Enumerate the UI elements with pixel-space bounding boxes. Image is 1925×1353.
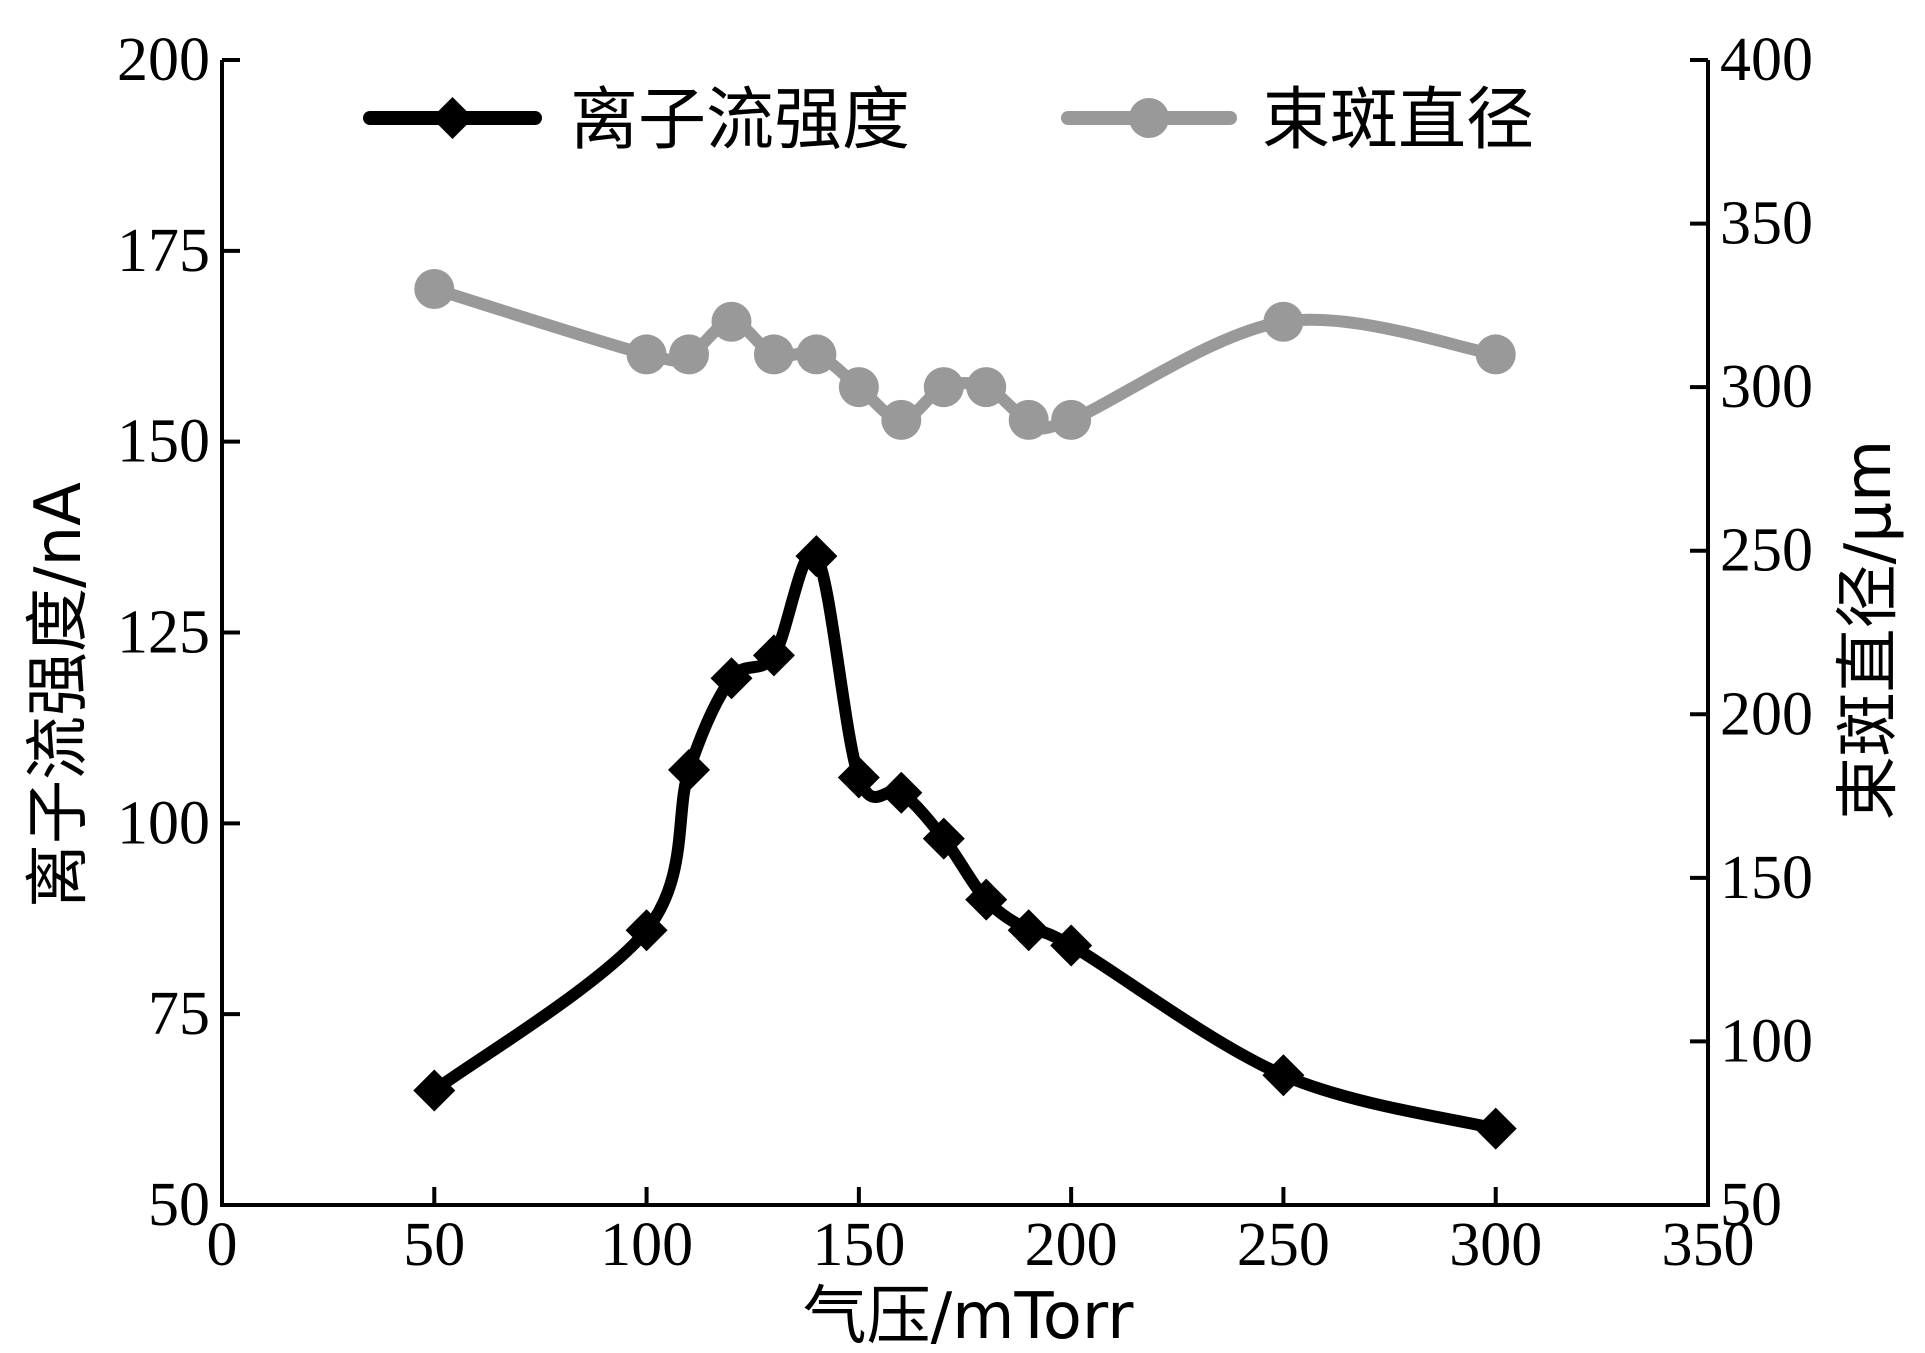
data-point xyxy=(711,301,752,342)
data-point xyxy=(626,334,667,375)
left-y-tick-label: 125 xyxy=(117,599,210,667)
legend-label: 离子流强度 xyxy=(570,81,910,160)
data-point xyxy=(795,535,838,578)
right-y-tick-label: 350 xyxy=(1720,190,1813,258)
data-point xyxy=(1051,399,1092,440)
left-y-axis-ticks: 50 75 100 125 150 175 200 xyxy=(117,26,240,1239)
x-tick-label: 100 xyxy=(600,1211,693,1279)
data-point xyxy=(1050,924,1093,967)
data-point xyxy=(922,817,965,860)
series-ion-current xyxy=(413,535,1517,1150)
x-axis-ticks: 0 50 100 150 200 250 300 350 xyxy=(207,1187,1755,1279)
left-y-tick-label: 50 xyxy=(148,1171,210,1239)
legend-swatch-marker xyxy=(1129,98,1169,138)
data-point xyxy=(796,334,837,375)
x-axis-title: 气压/mTorr xyxy=(803,1280,1134,1353)
right-y-axis-ticks: 50 100 150 200 250 300 350 400 xyxy=(1690,26,1813,1239)
legend-item: 束斑直径 xyxy=(1061,81,1534,160)
left-y-axis-title: 离子流强度/nA xyxy=(22,482,96,908)
left-y-tick-label: 175 xyxy=(117,217,210,285)
legend: 离子流强度 束斑直径 xyxy=(363,81,1534,160)
right-y-tick-label: 300 xyxy=(1720,353,1813,421)
right-y-axis-title: 束斑直径/μm xyxy=(1832,440,1906,821)
legend-label: 束斑直径 xyxy=(1262,81,1534,160)
x-tick-label: 350 xyxy=(1662,1211,1755,1279)
left-y-tick-label: 150 xyxy=(117,408,210,476)
left-y-tick-label: 100 xyxy=(117,789,210,857)
right-y-tick-label: 100 xyxy=(1720,1007,1813,1075)
data-point xyxy=(414,269,455,309)
series-line xyxy=(428,547,1502,1135)
data-point xyxy=(923,367,964,408)
x-tick-label: 150 xyxy=(812,1211,905,1279)
data-point xyxy=(669,334,710,375)
legend-item: 离子流强度 xyxy=(363,81,910,160)
data-point xyxy=(413,1069,456,1112)
series-spot-diameter xyxy=(414,269,1516,440)
data-point xyxy=(966,367,1007,408)
x-tick-label: 0 xyxy=(207,1211,238,1279)
data-point xyxy=(965,878,1008,921)
data-point xyxy=(1008,399,1049,440)
left-y-tick-label: 75 xyxy=(148,980,210,1048)
right-y-tick-label: 50 xyxy=(1720,1171,1782,1239)
data-point xyxy=(1474,1107,1517,1150)
right-y-tick-label: 150 xyxy=(1720,844,1813,912)
legend-swatch-marker xyxy=(431,97,474,139)
data-point xyxy=(1263,301,1304,342)
right-y-tick-label: 250 xyxy=(1720,517,1813,585)
x-tick-label: 50 xyxy=(403,1211,465,1279)
axes xyxy=(220,60,1710,1207)
series-layer xyxy=(413,269,1517,1150)
x-tick-label: 300 xyxy=(1449,1211,1542,1279)
data-point xyxy=(753,334,794,375)
x-tick-label: 250 xyxy=(1237,1211,1330,1279)
right-y-tick-label: 400 xyxy=(1720,26,1813,94)
data-point xyxy=(710,657,753,700)
data-point xyxy=(881,399,922,440)
data-point xyxy=(752,634,795,677)
right-y-tick-label: 200 xyxy=(1720,680,1813,748)
series-line xyxy=(428,283,1502,435)
data-point xyxy=(1007,909,1050,952)
data-point xyxy=(838,367,879,408)
data-point xyxy=(1475,334,1516,375)
data-point xyxy=(1262,1054,1305,1097)
left-y-tick-label: 200 xyxy=(117,26,210,94)
x-tick-label: 200 xyxy=(1025,1211,1118,1279)
data-point xyxy=(880,771,923,814)
data-point xyxy=(668,748,711,791)
data-point xyxy=(625,909,668,952)
data-point xyxy=(837,756,880,799)
